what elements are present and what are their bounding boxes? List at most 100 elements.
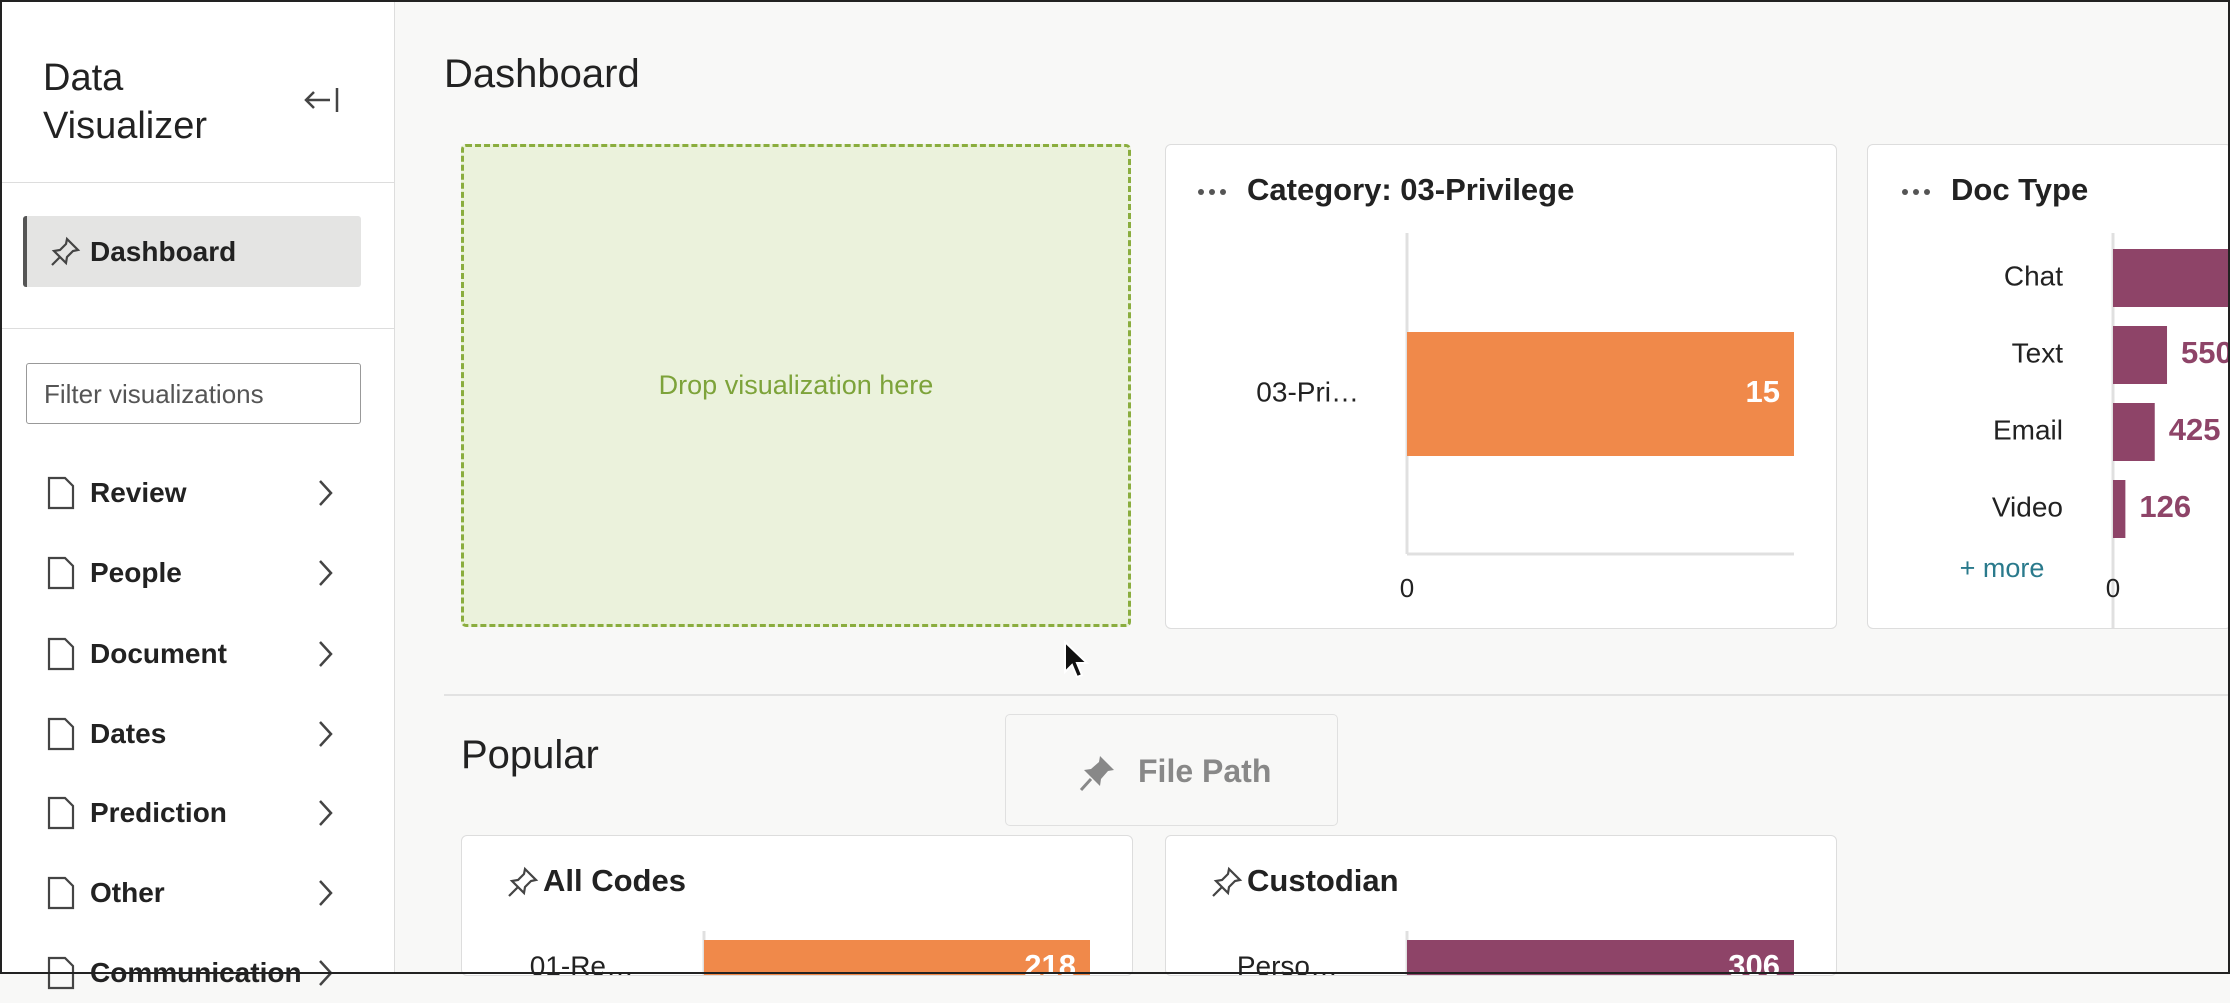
pin-icon xyxy=(508,866,539,897)
value-label: 550 xyxy=(2181,335,2230,370)
drop-zone-text: Drop visualization here xyxy=(658,370,934,400)
nav-label: Document xyxy=(90,638,227,669)
nav-label: Dates xyxy=(90,718,167,749)
drag-label: File Path xyxy=(1138,753,1272,789)
x-tick-label: 0 xyxy=(2106,573,2120,603)
category-label: Chat xyxy=(2004,260,2063,291)
x-tick-label: 0 xyxy=(1400,573,1414,603)
nav-icon xyxy=(47,476,75,510)
nav-label: Communication xyxy=(90,957,302,988)
chevron xyxy=(319,960,333,986)
nav-icon xyxy=(47,956,75,990)
chevron xyxy=(319,880,333,906)
nav-label: Dashboard xyxy=(90,236,237,267)
nav-item[interactable]: Communication xyxy=(0,943,394,1003)
chart: Category: 03-Privilege 0 03-Pri… 15 xyxy=(1198,172,1794,603)
nav-item[interactable]: People xyxy=(0,543,394,603)
nav-label: Other xyxy=(90,877,165,908)
category-label: Video xyxy=(1992,491,2063,522)
section-title: Popular xyxy=(461,733,599,777)
nav-icon xyxy=(47,637,75,671)
bar xyxy=(1407,332,1794,456)
chevron xyxy=(319,800,333,826)
chevron-line xyxy=(319,641,333,667)
chevron-line xyxy=(319,560,333,586)
chart-card: Doc Type0Chat3940Text550Email425Video126… xyxy=(1867,144,2230,629)
nav-label: Prediction xyxy=(90,797,227,828)
category-label: Email xyxy=(1993,414,2063,445)
bar xyxy=(1407,940,1794,975)
chevron-line xyxy=(319,880,333,906)
icon-shape xyxy=(47,796,75,830)
bar xyxy=(2113,403,2155,461)
chart-card: Category: 03-Privilege 0 03-Pri… 15 xyxy=(1165,144,1837,629)
value-label: 425 xyxy=(2169,412,2221,447)
drag-ghost: File Path xyxy=(1005,714,1338,826)
nav-item[interactable]: Other xyxy=(0,863,394,923)
bar xyxy=(704,940,1090,975)
menu-dot xyxy=(1198,189,1204,195)
chart-title: Category: 03-Privilege xyxy=(1247,172,1574,207)
menu-dot xyxy=(1209,189,1215,195)
chart: All Codes 01-Re… 218 xyxy=(508,863,1090,976)
icon-shape xyxy=(47,876,75,910)
nav-item[interactable]: Dates xyxy=(0,704,394,764)
category-label: 01-Re… xyxy=(530,950,634,976)
icon-shape xyxy=(47,556,75,590)
sidebar: Data Visualizer Dashboard Filter visuali… xyxy=(0,0,395,990)
nav-icon xyxy=(47,876,75,910)
value-label: 15 xyxy=(1746,374,1780,409)
chart-title: All Codes xyxy=(543,863,686,898)
chevron xyxy=(319,480,333,506)
pin-icon xyxy=(1212,866,1243,897)
icon-shape xyxy=(47,637,75,671)
chart-title: Doc Type xyxy=(1951,172,2088,207)
drop-zone[interactable]: Drop visualization here xyxy=(461,144,1131,627)
filter-input[interactable]: Filter visualizations xyxy=(26,363,361,424)
nav-icon xyxy=(47,717,75,751)
chart: Custodian Perso… 306 xyxy=(1212,863,1794,976)
category-label: Text xyxy=(2012,337,2064,368)
icon-shape xyxy=(47,956,75,990)
bar xyxy=(2113,249,2230,307)
bar xyxy=(2113,326,2168,384)
value-label: 126 xyxy=(2139,489,2191,524)
menu-dot xyxy=(1913,189,1919,195)
value-label: 218 xyxy=(1024,948,1076,976)
nav-active[interactable]: Dashboard xyxy=(23,216,361,287)
cursor xyxy=(1064,640,1090,679)
menu-dot xyxy=(1902,189,1908,195)
nav-item[interactable]: Prediction xyxy=(0,783,394,843)
chart: Doc Type0Chat3940Text550Email425Video126… xyxy=(1902,172,2230,628)
value-label: 306 xyxy=(1728,948,1780,976)
chevron xyxy=(319,721,333,747)
category-label: Perso… xyxy=(1237,950,1338,976)
chart-card: Custodian Perso… 306 xyxy=(1165,835,1837,976)
chevron-line xyxy=(319,480,333,506)
collapse-button[interactable] xyxy=(302,84,342,116)
nav-icon xyxy=(47,796,75,830)
nav-item[interactable]: Review xyxy=(0,463,394,523)
chart-title: Custodian xyxy=(1247,863,1399,898)
chevron xyxy=(319,560,333,586)
more-link[interactable]: + more xyxy=(1960,553,2045,583)
nav-label: Review xyxy=(90,477,187,508)
chart-card: All Codes 01-Re… 218 xyxy=(461,835,1133,976)
nav-icon xyxy=(47,556,75,590)
bar xyxy=(2113,480,2126,538)
pin xyxy=(1212,866,1243,897)
pin xyxy=(508,866,539,897)
nav-label: People xyxy=(90,557,182,588)
category-label: 03-Pri… xyxy=(1256,376,1359,407)
placeholder: Filter visualizations xyxy=(44,379,264,409)
menu-dot xyxy=(1924,189,1930,195)
icon-shape xyxy=(47,717,75,751)
page-title: Dashboard xyxy=(444,52,640,96)
chevron-line xyxy=(319,800,333,826)
chevron-line xyxy=(319,721,333,747)
app-title: Data Visualizer xyxy=(43,57,208,147)
nav-item[interactable]: Document xyxy=(0,624,394,684)
icon-shape xyxy=(47,476,75,510)
chevron xyxy=(319,641,333,667)
